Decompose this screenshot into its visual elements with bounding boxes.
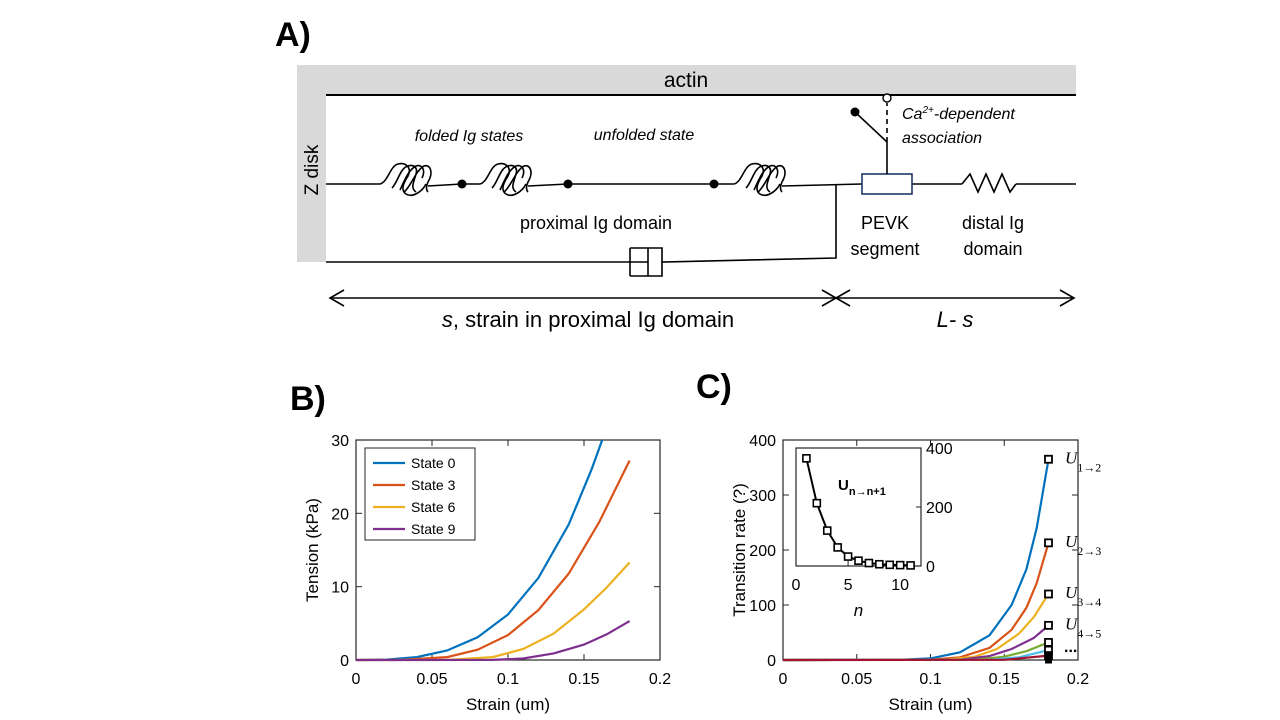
rate-xtick-label: 0.2 (1067, 671, 1089, 688)
rate-endpoint-marker-0 (1044, 454, 1053, 464)
strain-arrows (328, 289, 1076, 307)
z-disk-label: Z disk (302, 144, 323, 195)
inset-point (822, 526, 832, 535)
rate-endpoint-marker-2 (1044, 589, 1053, 599)
inset-point (802, 454, 811, 463)
tension-chart: 0 0.05 0.1 0.15 0.2 0 10 20 30 Strain (um) Tension… (303, 433, 671, 714)
rate-endpoint-marker-3 (1044, 620, 1053, 630)
tension-xtick-label: 0 (352, 671, 361, 688)
dashpot (326, 184, 837, 277)
rate-endpoint-marker-1 (1044, 538, 1053, 548)
rate-xtick-label: 0.05 (841, 671, 872, 688)
tension-legend-label-3: State 9 (411, 521, 456, 537)
inset-ytick-label: 0 (926, 559, 935, 576)
rate-xlabel: Strain (um) (888, 695, 972, 714)
inset-ytick-label: 200 (926, 500, 953, 517)
l-minus-s-label: L- s (937, 307, 974, 332)
rate-xtick-label: 0 (779, 671, 788, 688)
folded-label: folded Ig states (415, 128, 524, 145)
inset-point (875, 559, 884, 569)
rate-xtick-label: 0.1 (919, 671, 941, 688)
rate-curve-label-1: U2→3 (1065, 532, 1101, 558)
titin-chain (326, 162, 1076, 197)
tension-xtick-label: 0.05 (416, 671, 447, 688)
tension-legend-label-2: State 6 (411, 499, 456, 515)
rate-curve-label-2: U3→4 (1065, 583, 1101, 609)
inset-point (885, 560, 895, 570)
switch-contact (882, 93, 892, 103)
inset-point (812, 498, 822, 508)
rate-ytick-label: 0 (767, 653, 776, 670)
tension-series-line-0 (355, 439, 604, 662)
rate-ylabel: Transition rate (?) (730, 483, 749, 617)
tension-ytick-label: 30 (331, 433, 349, 450)
panel-a-label: A) (275, 16, 311, 54)
rate-ellipsis: ... (1064, 639, 1077, 656)
node-dot-1 (457, 179, 467, 189)
pevk-label-1: PEVK (861, 213, 909, 233)
inset-point (854, 556, 863, 565)
tension-ytick-label: 20 (331, 506, 349, 523)
inset-point (864, 558, 874, 568)
inset-ytick-label: 400 (926, 441, 953, 458)
tension-xtick-label: 0.2 (649, 671, 671, 688)
rate-curve-label-0: U1→2 (1065, 448, 1101, 474)
s-strain-label: s, strain in proximal Ig domain (442, 307, 734, 332)
rate-ytick-label: 100 (749, 598, 776, 615)
node-dot-3 (709, 179, 719, 189)
rate-bottom-marker-2 (1045, 652, 1052, 660)
distal-label-1: distal Ig (962, 213, 1024, 233)
tension-series-line-3 (355, 620, 631, 662)
pevk-label-2: segment (850, 239, 919, 259)
tension-legend-label-1: State 3 (411, 477, 456, 493)
rate-series-line-6 (782, 654, 1049, 662)
rate-ytick-label: 300 (749, 488, 776, 505)
ca-label-1: Ca2+-dependent (902, 105, 1015, 123)
actin-bar (297, 65, 1076, 95)
tension-xtick-label: 0.15 (568, 671, 599, 688)
inset-xtick-label: 10 (891, 577, 909, 594)
inset-point (843, 552, 853, 561)
ca-label-2: association (902, 130, 982, 147)
tension-ylabel: Tension (kPa) (303, 498, 322, 602)
proximal-label: proximal Ig domain (520, 213, 672, 233)
tension-legend-label-0: State 0 (411, 455, 456, 471)
inset-xtick-label: 0 (792, 577, 801, 594)
tension-xtick-label: 0.1 (497, 671, 519, 688)
rate-endpoint-marker-4 (1044, 638, 1053, 647)
switch-pivot (850, 107, 860, 117)
node-dot-2 (563, 179, 573, 189)
inset-point (906, 561, 915, 570)
inset-xtick-label: 5 (844, 577, 853, 594)
inset-point (833, 543, 842, 552)
pevk-box (861, 173, 913, 195)
panel-b-label: B) (290, 380, 326, 418)
inset-point (895, 560, 905, 570)
rate-xtick-label: 0.15 (989, 671, 1020, 688)
z-disk-bar (297, 65, 326, 262)
rate-curve-label-3: U4→5 (1065, 614, 1101, 640)
switch-arm (854, 111, 888, 143)
tension-xlabel: Strain (um) (466, 695, 550, 714)
tension-series-line-2 (355, 561, 631, 662)
panel-c-label: C) (696, 368, 732, 406)
inset-xlabel: n (854, 601, 863, 620)
tension-ytick-label: 10 (331, 580, 349, 597)
tension-ytick-label: 0 (340, 653, 349, 670)
rate-ytick-label: 200 (749, 543, 776, 560)
actin-label: actin (664, 69, 708, 92)
distal-label-2: domain (963, 239, 1022, 259)
rate-ytick-label: 400 (749, 433, 776, 450)
unfolded-label: unfolded state (594, 127, 695, 144)
